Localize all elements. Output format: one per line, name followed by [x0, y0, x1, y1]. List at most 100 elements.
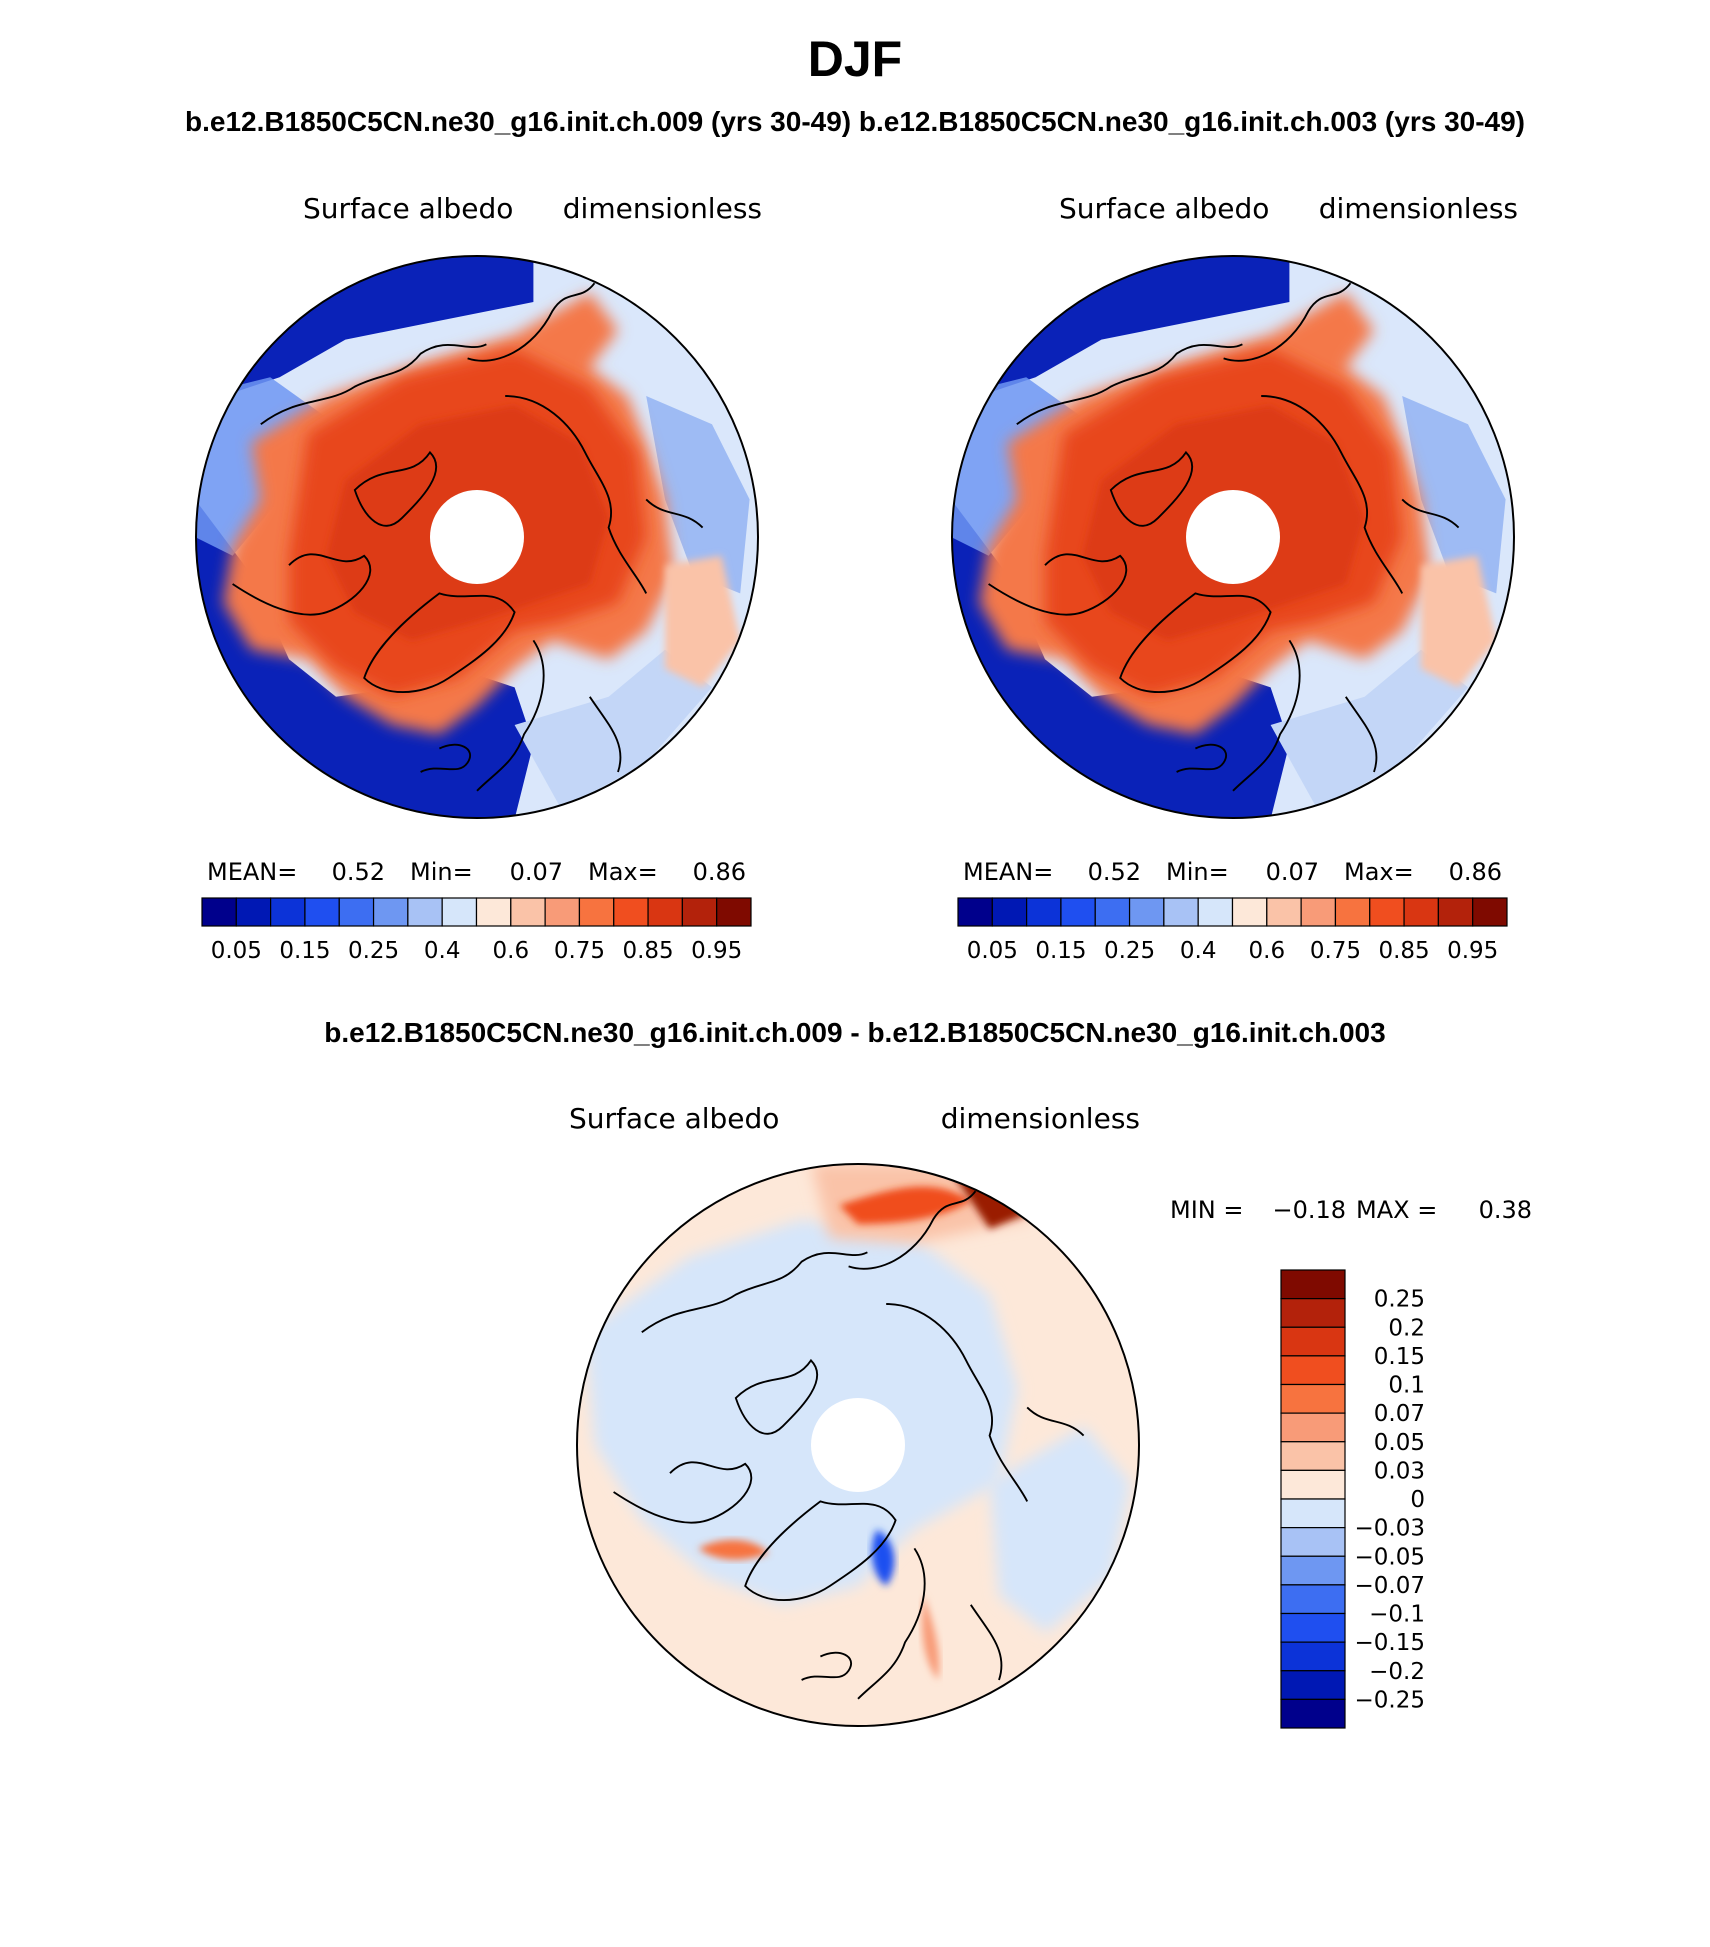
max-value: 0.86	[1449, 858, 1502, 886]
panel-variable-label: Surface albedo	[303, 192, 513, 225]
colorbar-tick-label: 0.75	[1310, 938, 1361, 964]
colorbar-swatch	[441, 897, 478, 927]
colorbar-swatch	[338, 897, 375, 927]
colorbar-swatch	[1280, 1441, 1346, 1471]
colorbar-swatch	[1280, 1469, 1346, 1500]
colorbar-swatch	[991, 897, 1028, 927]
panel-variable-label: Surface albedo	[569, 1102, 779, 1135]
panel-difference: Surface albedo dimensionless MIN = −0.18…	[569, 1102, 1532, 1729]
colorbar-swatch	[235, 897, 272, 927]
colorbar-tick-label: −0.25	[1355, 1687, 1425, 1713]
map-border	[195, 255, 759, 819]
colorbar-tick-label: 0.2	[1388, 1315, 1425, 1341]
mean-value: 0.52	[1088, 858, 1141, 886]
figure-title: DJF	[807, 31, 903, 87]
colorbar-swatch	[1280, 1355, 1346, 1386]
colorbar-swatch	[1280, 1412, 1346, 1443]
panel-case-003: Surface albedo dimensionless MEAN= 0.52 …	[951, 192, 1518, 964]
panel-case-009: Surface albedo dimensionless MEAN= 0.52 …	[195, 192, 762, 964]
colorbar-tick-label: 0.95	[691, 938, 742, 964]
colorbar-tick-label: 0.85	[622, 938, 673, 964]
colorbar-swatch	[1280, 1269, 1346, 1300]
colorbar-tick-label: 0.15	[1035, 938, 1086, 964]
colorbar-tick-label: 0.85	[1378, 938, 1429, 964]
colorbar-swatch	[510, 897, 546, 927]
colorbar-tick-label: 0.25	[348, 938, 399, 964]
colorbar-tick-label: −0.03	[1355, 1516, 1425, 1542]
colorbar-swatch	[304, 897, 340, 927]
colorbar-tick-label: 0.75	[554, 938, 605, 964]
colorbar-swatch	[1280, 1641, 1346, 1672]
max-label: Max=	[1344, 858, 1414, 886]
colorbar-swatch	[1266, 897, 1302, 927]
polar-map	[951, 255, 1515, 819]
panel-units-label: dimensionless	[563, 192, 762, 225]
min-value: 0.07	[510, 858, 563, 886]
colorbar-swatch	[1128, 897, 1165, 927]
colorbar-swatch	[1403, 897, 1439, 927]
colorbar-tick-label: 0	[1410, 1487, 1425, 1513]
colorbar-swatch	[1280, 1555, 1346, 1586]
min-label: Min=	[410, 858, 473, 886]
panel-units-label: dimensionless	[941, 1102, 1140, 1135]
colorbar-vertical: 0.250.2 0.15 0.10.07 0.050.03 0 −0.03−0.05 −0.…	[1280, 1269, 1425, 1729]
colorbar: 0.05 0.15 0.25 0.4 0.6 0.75 0.85 0.95	[957, 897, 1508, 964]
panel-units-label: dimensionless	[1319, 192, 1518, 225]
polar-map	[195, 255, 759, 819]
colorbar-tick-label: 0.4	[1180, 938, 1217, 964]
mean-label: MEAN=	[963, 858, 1053, 886]
colorbar-tick-label: 0.05	[967, 938, 1018, 964]
colorbar-swatch	[1280, 1698, 1346, 1729]
colorbar-swatch	[1280, 1383, 1346, 1414]
colorbar-swatch	[1280, 1326, 1346, 1357]
colorbar-swatch	[647, 897, 683, 927]
colorbar-swatch	[716, 897, 752, 927]
colorbar-tick-label: 0.03	[1374, 1458, 1425, 1484]
colorbar-swatch	[201, 897, 237, 927]
mean-label: MEAN=	[207, 858, 297, 886]
colorbar-swatch	[578, 897, 615, 927]
colorbar-swatch	[544, 897, 581, 927]
colorbar-tick-label: 0.05	[211, 938, 262, 964]
colorbar-tick-label: −0.2	[1369, 1659, 1425, 1685]
colorbar-swatch	[957, 897, 993, 927]
colorbar-swatch	[372, 897, 409, 927]
colorbar-tick-label: −0.07	[1355, 1573, 1425, 1599]
colorbar-tick-label: 0.6	[493, 938, 530, 964]
colorbar-tick-label: 0.25	[1374, 1287, 1425, 1313]
colorbar-swatch	[1300, 897, 1337, 927]
colorbar-tick-label: 0.15	[279, 938, 330, 964]
colorbar-swatch	[1094, 897, 1131, 927]
colorbar-tick-label: 0.1	[1388, 1373, 1425, 1399]
colorbar-tick-label: −0.05	[1355, 1544, 1425, 1570]
max-value: 0.38	[1479, 1196, 1532, 1224]
colorbar-swatch	[1280, 1498, 1346, 1529]
colorbar-swatch	[1231, 897, 1268, 927]
colorbar-tick-label: 0.6	[1249, 938, 1286, 964]
colorbar-swatch	[407, 897, 443, 927]
colorbar-tick-label: 0.95	[1447, 938, 1498, 964]
colorbar-swatch	[681, 897, 718, 927]
top-caption: b.e12.B1850C5CN.ne30_g16.init.ch.009 (yr…	[184, 106, 1526, 137]
colorbar-swatch	[1197, 897, 1234, 927]
colorbar-swatch	[1437, 897, 1474, 927]
colorbar-swatch	[1334, 897, 1371, 927]
colorbar-swatch	[1280, 1298, 1346, 1328]
colorbar-swatch	[613, 897, 649, 927]
map-border	[576, 1163, 1140, 1727]
max-label: Max=	[588, 858, 658, 886]
difference-caption: b.e12.B1850C5CN.ne30_g16.init.ch.009 - b…	[324, 1017, 1386, 1048]
colorbar-swatch	[1280, 1612, 1346, 1643]
mean-value: 0.52	[332, 858, 385, 886]
colorbar-tick-label: 0.05	[1374, 1430, 1425, 1456]
colorbar-tick-label: 0.15	[1374, 1344, 1425, 1370]
colorbar-tick-label: −0.1	[1369, 1602, 1425, 1628]
max-value: 0.86	[693, 858, 746, 886]
colorbar-tick-label: 0.25	[1104, 938, 1155, 964]
colorbar-tick-label: −0.15	[1355, 1630, 1425, 1656]
colorbar-swatch	[1472, 897, 1508, 927]
min-label: MIN =	[1170, 1196, 1243, 1224]
panel-variable-label: Surface albedo	[1059, 192, 1269, 225]
min-value: 0.07	[1266, 858, 1319, 886]
